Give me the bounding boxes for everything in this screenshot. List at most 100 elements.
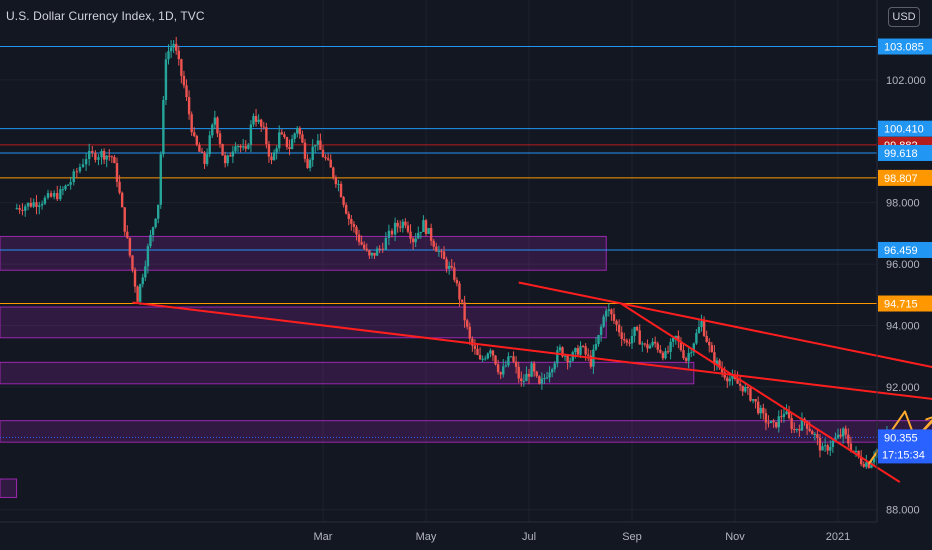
candle-body bbox=[29, 202, 33, 207]
candle-body bbox=[218, 133, 222, 144]
candle-body bbox=[406, 225, 410, 232]
candle-body bbox=[120, 192, 124, 208]
candle-body bbox=[296, 127, 299, 134]
candle-body bbox=[78, 166, 82, 172]
candle-body bbox=[138, 284, 142, 302]
candle-body bbox=[808, 428, 811, 432]
candle-body bbox=[466, 320, 469, 327]
candle-body bbox=[702, 321, 706, 336]
time-axis-ticks: MarMayJulSepNov2021MarMay bbox=[314, 531, 932, 543]
candle-body bbox=[172, 43, 175, 48]
candle-body bbox=[355, 226, 358, 235]
candle-body bbox=[579, 346, 582, 355]
candle-body bbox=[440, 251, 443, 253]
candle-body bbox=[672, 337, 675, 342]
candle-body bbox=[337, 183, 340, 185]
support-resistance-zone bbox=[0, 361, 695, 385]
candle-body bbox=[75, 171, 79, 173]
candle-body bbox=[548, 372, 551, 378]
price-tick-label: 102.000 bbox=[886, 75, 926, 87]
candle-body bbox=[56, 192, 59, 200]
candle-body bbox=[32, 202, 35, 207]
candle-body bbox=[661, 352, 665, 359]
time-tick-label: Nov bbox=[725, 531, 745, 543]
candle-body bbox=[131, 255, 134, 270]
candle-body bbox=[679, 341, 683, 351]
candle-body bbox=[708, 341, 711, 346]
candle-body bbox=[390, 230, 394, 235]
candle-body bbox=[628, 342, 631, 344]
candle-body bbox=[226, 155, 229, 164]
candle-body bbox=[285, 137, 289, 148]
candle-body bbox=[811, 431, 814, 435]
candle-body bbox=[252, 116, 255, 125]
candle-body bbox=[133, 269, 137, 287]
candle-body bbox=[429, 228, 433, 241]
candle-body bbox=[453, 267, 456, 280]
candle-body bbox=[798, 429, 801, 431]
candle-body bbox=[695, 333, 698, 344]
candle-body bbox=[489, 350, 492, 354]
candle-body bbox=[499, 372, 502, 375]
grid bbox=[0, 0, 877, 522]
candle-body bbox=[437, 251, 441, 253]
currency-button[interactable]: USD bbox=[888, 7, 920, 27]
candle-body bbox=[664, 351, 667, 359]
candle-body bbox=[643, 343, 647, 345]
candle-body bbox=[267, 144, 271, 157]
candle-body bbox=[270, 156, 273, 161]
candle-body bbox=[384, 237, 388, 250]
candle-body bbox=[713, 352, 716, 365]
level-label: 99.618 bbox=[884, 148, 918, 160]
candle-body bbox=[424, 220, 428, 234]
candle-body bbox=[404, 221, 407, 226]
candle-body bbox=[666, 351, 670, 353]
candle-body bbox=[746, 387, 750, 389]
candle-body bbox=[411, 238, 415, 243]
candle-body bbox=[829, 447, 832, 451]
time-tick-label: Jul bbox=[522, 531, 536, 543]
candle-body bbox=[100, 150, 103, 158]
candle-body bbox=[705, 335, 708, 342]
candle-body bbox=[326, 158, 330, 160]
level-label-bg bbox=[878, 38, 932, 55]
candle-body bbox=[543, 377, 546, 379]
candle-body bbox=[375, 248, 379, 256]
support-resistance-zone bbox=[0, 235, 607, 271]
candle-body bbox=[496, 364, 500, 373]
candle-body bbox=[726, 377, 729, 382]
candle-body bbox=[867, 462, 871, 468]
candle-body bbox=[43, 197, 47, 204]
candle-body bbox=[682, 350, 685, 359]
candle-body bbox=[283, 134, 286, 138]
candle-body bbox=[785, 411, 788, 415]
candle-body bbox=[81, 164, 85, 167]
time-tick-label: 2021 bbox=[826, 531, 850, 543]
candle-body bbox=[576, 348, 580, 355]
candle-body bbox=[301, 134, 304, 143]
candle-body bbox=[136, 286, 139, 302]
candle-body bbox=[241, 146, 245, 148]
current-price-label-bg bbox=[878, 429, 932, 464]
price-tick-label: 98.000 bbox=[886, 198, 920, 210]
candle-body bbox=[59, 189, 62, 200]
level-label-bg bbox=[878, 241, 932, 258]
candle-body bbox=[653, 341, 657, 344]
price-axis-labels: 103.085100.41099.88299.61898.80796.45994… bbox=[878, 38, 932, 464]
candle-body bbox=[502, 366, 505, 375]
candle-body bbox=[427, 228, 430, 234]
candle-body bbox=[584, 346, 587, 355]
candle-body bbox=[409, 231, 412, 239]
candle-body bbox=[674, 335, 677, 338]
candle-body bbox=[530, 363, 533, 377]
candle-body bbox=[847, 434, 850, 444]
candle-body bbox=[211, 124, 214, 136]
candle-body bbox=[610, 309, 613, 315]
candle-body bbox=[280, 132, 283, 135]
candle-body bbox=[656, 343, 659, 350]
candle-body bbox=[800, 418, 804, 431]
candle-body bbox=[324, 157, 327, 159]
candle-body bbox=[607, 309, 611, 311]
candle-body bbox=[849, 443, 853, 451]
